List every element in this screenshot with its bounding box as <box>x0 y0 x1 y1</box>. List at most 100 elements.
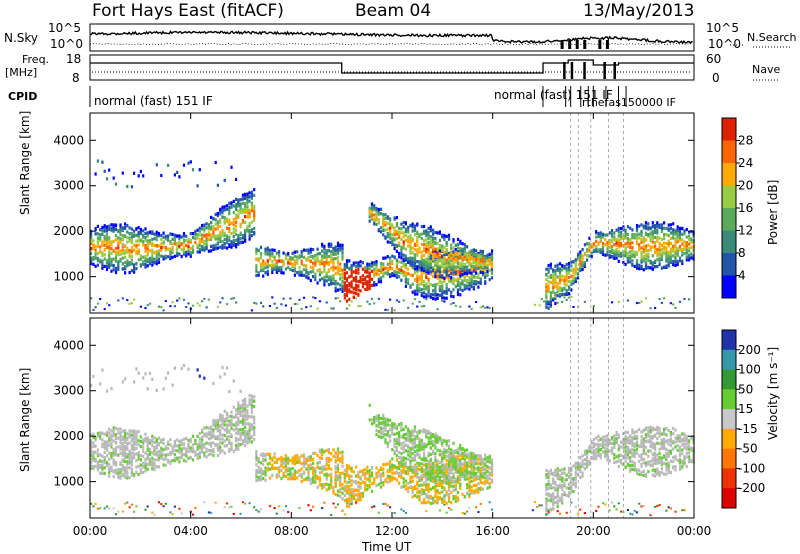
echo-cell <box>595 230 598 234</box>
echo-cell <box>345 264 349 268</box>
echo-cell <box>336 463 340 467</box>
freq-spike <box>583 62 586 79</box>
echo-cell <box>316 256 319 260</box>
echo-cell <box>198 229 201 233</box>
echo-cell <box>241 399 244 403</box>
echo-cell <box>212 423 215 427</box>
echo-cell <box>101 460 104 464</box>
echo-cell <box>157 305 161 308</box>
echo-cell <box>486 306 489 309</box>
echo-cell <box>486 266 489 270</box>
echo-cell <box>434 287 437 292</box>
echo-cell <box>400 428 403 432</box>
echo-cell <box>90 256 93 260</box>
nsky-panel <box>89 23 695 52</box>
echo-cell <box>124 454 127 458</box>
echo-cell <box>316 453 319 458</box>
echo-cell <box>592 305 595 307</box>
echo-cell <box>321 483 324 487</box>
echo-cell <box>148 249 152 253</box>
echo-cell <box>475 257 478 261</box>
echo-cell <box>314 275 317 279</box>
echo-cell <box>423 448 426 452</box>
echo-cell <box>246 435 249 439</box>
echo-cell <box>244 407 247 411</box>
echo-cell <box>167 440 170 444</box>
echo-cell <box>112 426 115 430</box>
echo-cell <box>389 259 392 263</box>
echo-cell <box>674 251 677 255</box>
echo-cell <box>425 485 428 489</box>
echo-cell <box>216 453 219 457</box>
echo-cell <box>282 461 285 465</box>
echo-cell <box>94 457 97 461</box>
echo-cell <box>142 239 145 244</box>
echo-cell <box>187 238 190 242</box>
echo-cell <box>332 307 335 310</box>
echo-cell <box>241 236 244 240</box>
echo-cell <box>452 238 455 242</box>
echo-cell <box>257 271 260 275</box>
echo-cell <box>135 261 138 266</box>
echo-cell <box>432 266 435 270</box>
echo-cell <box>352 494 355 498</box>
echo-cell <box>124 451 127 455</box>
echo-cell <box>450 278 453 282</box>
echo-cell <box>248 436 251 441</box>
echo-cell <box>336 478 340 482</box>
echo-cell <box>425 458 428 463</box>
echo-cell <box>690 256 693 260</box>
echo-cell <box>656 251 659 255</box>
echo-cell <box>205 441 208 445</box>
echo-cell <box>339 471 342 476</box>
echo-cell <box>377 221 380 225</box>
echo-cell <box>167 371 170 375</box>
echo-cell <box>588 246 591 250</box>
echo-cell <box>339 484 342 488</box>
echo-cell <box>393 464 396 468</box>
echo-cell <box>312 466 315 470</box>
echo-cell <box>235 415 238 419</box>
echo-cell <box>350 268 353 272</box>
echo-cell <box>248 428 251 432</box>
echo-cell <box>124 377 127 381</box>
date-title: 13/May/2013 <box>583 1 695 21</box>
echo-cell <box>198 226 201 230</box>
echo-cell <box>128 226 131 230</box>
echo-cell <box>126 299 129 302</box>
echo-cell <box>644 244 648 248</box>
echo-cell <box>103 471 106 475</box>
echo-cell <box>205 449 208 453</box>
echo-cell <box>214 212 217 217</box>
echo-cell <box>468 253 471 257</box>
echo-cell <box>567 261 571 266</box>
echo-cell <box>160 237 163 241</box>
echo-cell <box>121 234 124 238</box>
echo-cell <box>404 464 407 468</box>
echo-cell <box>395 222 398 226</box>
echo-cell <box>228 449 231 453</box>
echo-cell <box>402 481 405 485</box>
echo-cell <box>669 259 672 263</box>
echo-cell <box>470 268 473 272</box>
echo-cell <box>119 445 122 449</box>
echo-cell <box>416 444 419 448</box>
echo-cell <box>135 249 138 254</box>
echo-cell <box>391 457 394 461</box>
echo-cell <box>393 237 396 241</box>
echo-cell <box>205 426 208 430</box>
echo-cell <box>343 472 346 476</box>
echo-cell <box>402 231 405 235</box>
echo-cell <box>427 231 430 235</box>
echo-cell <box>420 438 423 442</box>
echo-cell <box>210 227 213 231</box>
echo-cell <box>384 428 387 432</box>
echo-cell <box>121 226 124 230</box>
echo-cell <box>114 253 118 257</box>
echo-cell <box>441 289 444 293</box>
echo-cell <box>382 413 385 417</box>
echo-cell <box>339 451 342 455</box>
echo-cell <box>110 269 113 273</box>
echo-cell <box>121 445 124 449</box>
echo-cell <box>411 438 414 442</box>
